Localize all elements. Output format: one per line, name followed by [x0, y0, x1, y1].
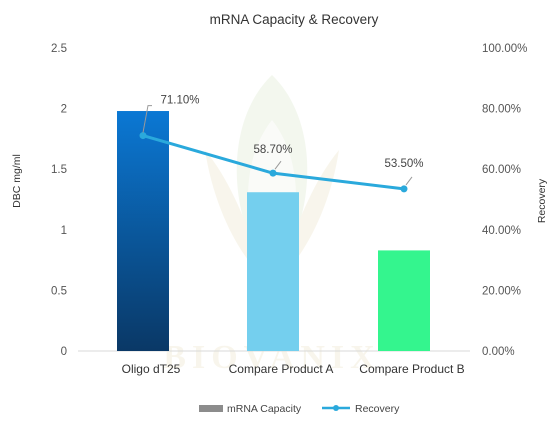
legend-swatch-recovery-marker — [333, 405, 339, 411]
legend-label-recovery: Recovery — [355, 403, 400, 415]
y-right-tick-label: 60.00% — [482, 164, 521, 176]
x-category-label: Oligo dT25 — [122, 362, 181, 376]
y-right-tick-label: 100.00% — [482, 43, 527, 55]
recovery-point — [400, 185, 408, 193]
legend-label-capacity: mRNA Capacity — [227, 403, 302, 415]
y-left-tick-label: 0.5 — [51, 285, 67, 297]
recovery-point — [139, 132, 147, 140]
y-right-tick-label: 40.00% — [482, 225, 521, 237]
line-series — [139, 132, 408, 193]
data-labels: 71.10% 58.70% 53.50% — [142, 95, 424, 186]
recovery-data-label: 53.50% — [384, 158, 423, 170]
y-right-tick-label: 0.00% — [482, 346, 515, 358]
y-left-tick-label: 2.5 — [51, 43, 67, 55]
data-label-leader-line — [405, 176, 413, 186]
chart-title: mRNA Capacity & Recovery — [210, 12, 379, 27]
data-label-leader-line — [274, 160, 282, 170]
recovery-data-label: 71.10% — [160, 95, 199, 107]
y-axis-right-ticks: 0.00% 20.00% 40.00% 60.00% 80.00% 100.00% — [482, 43, 527, 358]
bar-mrna-capacity — [378, 250, 430, 351]
y-axis-left-label: DBC mg/ml — [11, 154, 23, 208]
y-left-tick-label: 0 — [61, 346, 67, 358]
y-left-tick-label: 1 — [61, 225, 67, 237]
y-right-tick-label: 80.00% — [482, 104, 521, 116]
y-left-tick-label: 1.5 — [51, 164, 67, 176]
legend-swatch-capacity — [199, 405, 223, 412]
y-axis-left-ticks: 0 0.5 1 1.5 2 2.5 — [51, 43, 67, 358]
recovery-point — [269, 169, 277, 177]
y-axis-right-label: Recovery — [536, 178, 548, 223]
bar-series — [117, 111, 430, 351]
x-category-label: Compare Product B — [359, 362, 464, 376]
legend: mRNA Capacity Recovery — [199, 403, 400, 415]
data-label-leader-line — [142, 105, 152, 133]
bar-mrna-capacity — [117, 111, 169, 351]
y-right-tick-label: 20.00% — [482, 285, 521, 297]
y-left-tick-label: 2 — [61, 104, 67, 116]
x-category-label: Compare Product A — [229, 362, 334, 376]
recovery-data-label: 58.70% — [253, 144, 292, 156]
bar-mrna-capacity — [247, 192, 299, 351]
x-axis-categories: Oligo dT25 Compare Product A Compare Produ… — [122, 362, 465, 376]
